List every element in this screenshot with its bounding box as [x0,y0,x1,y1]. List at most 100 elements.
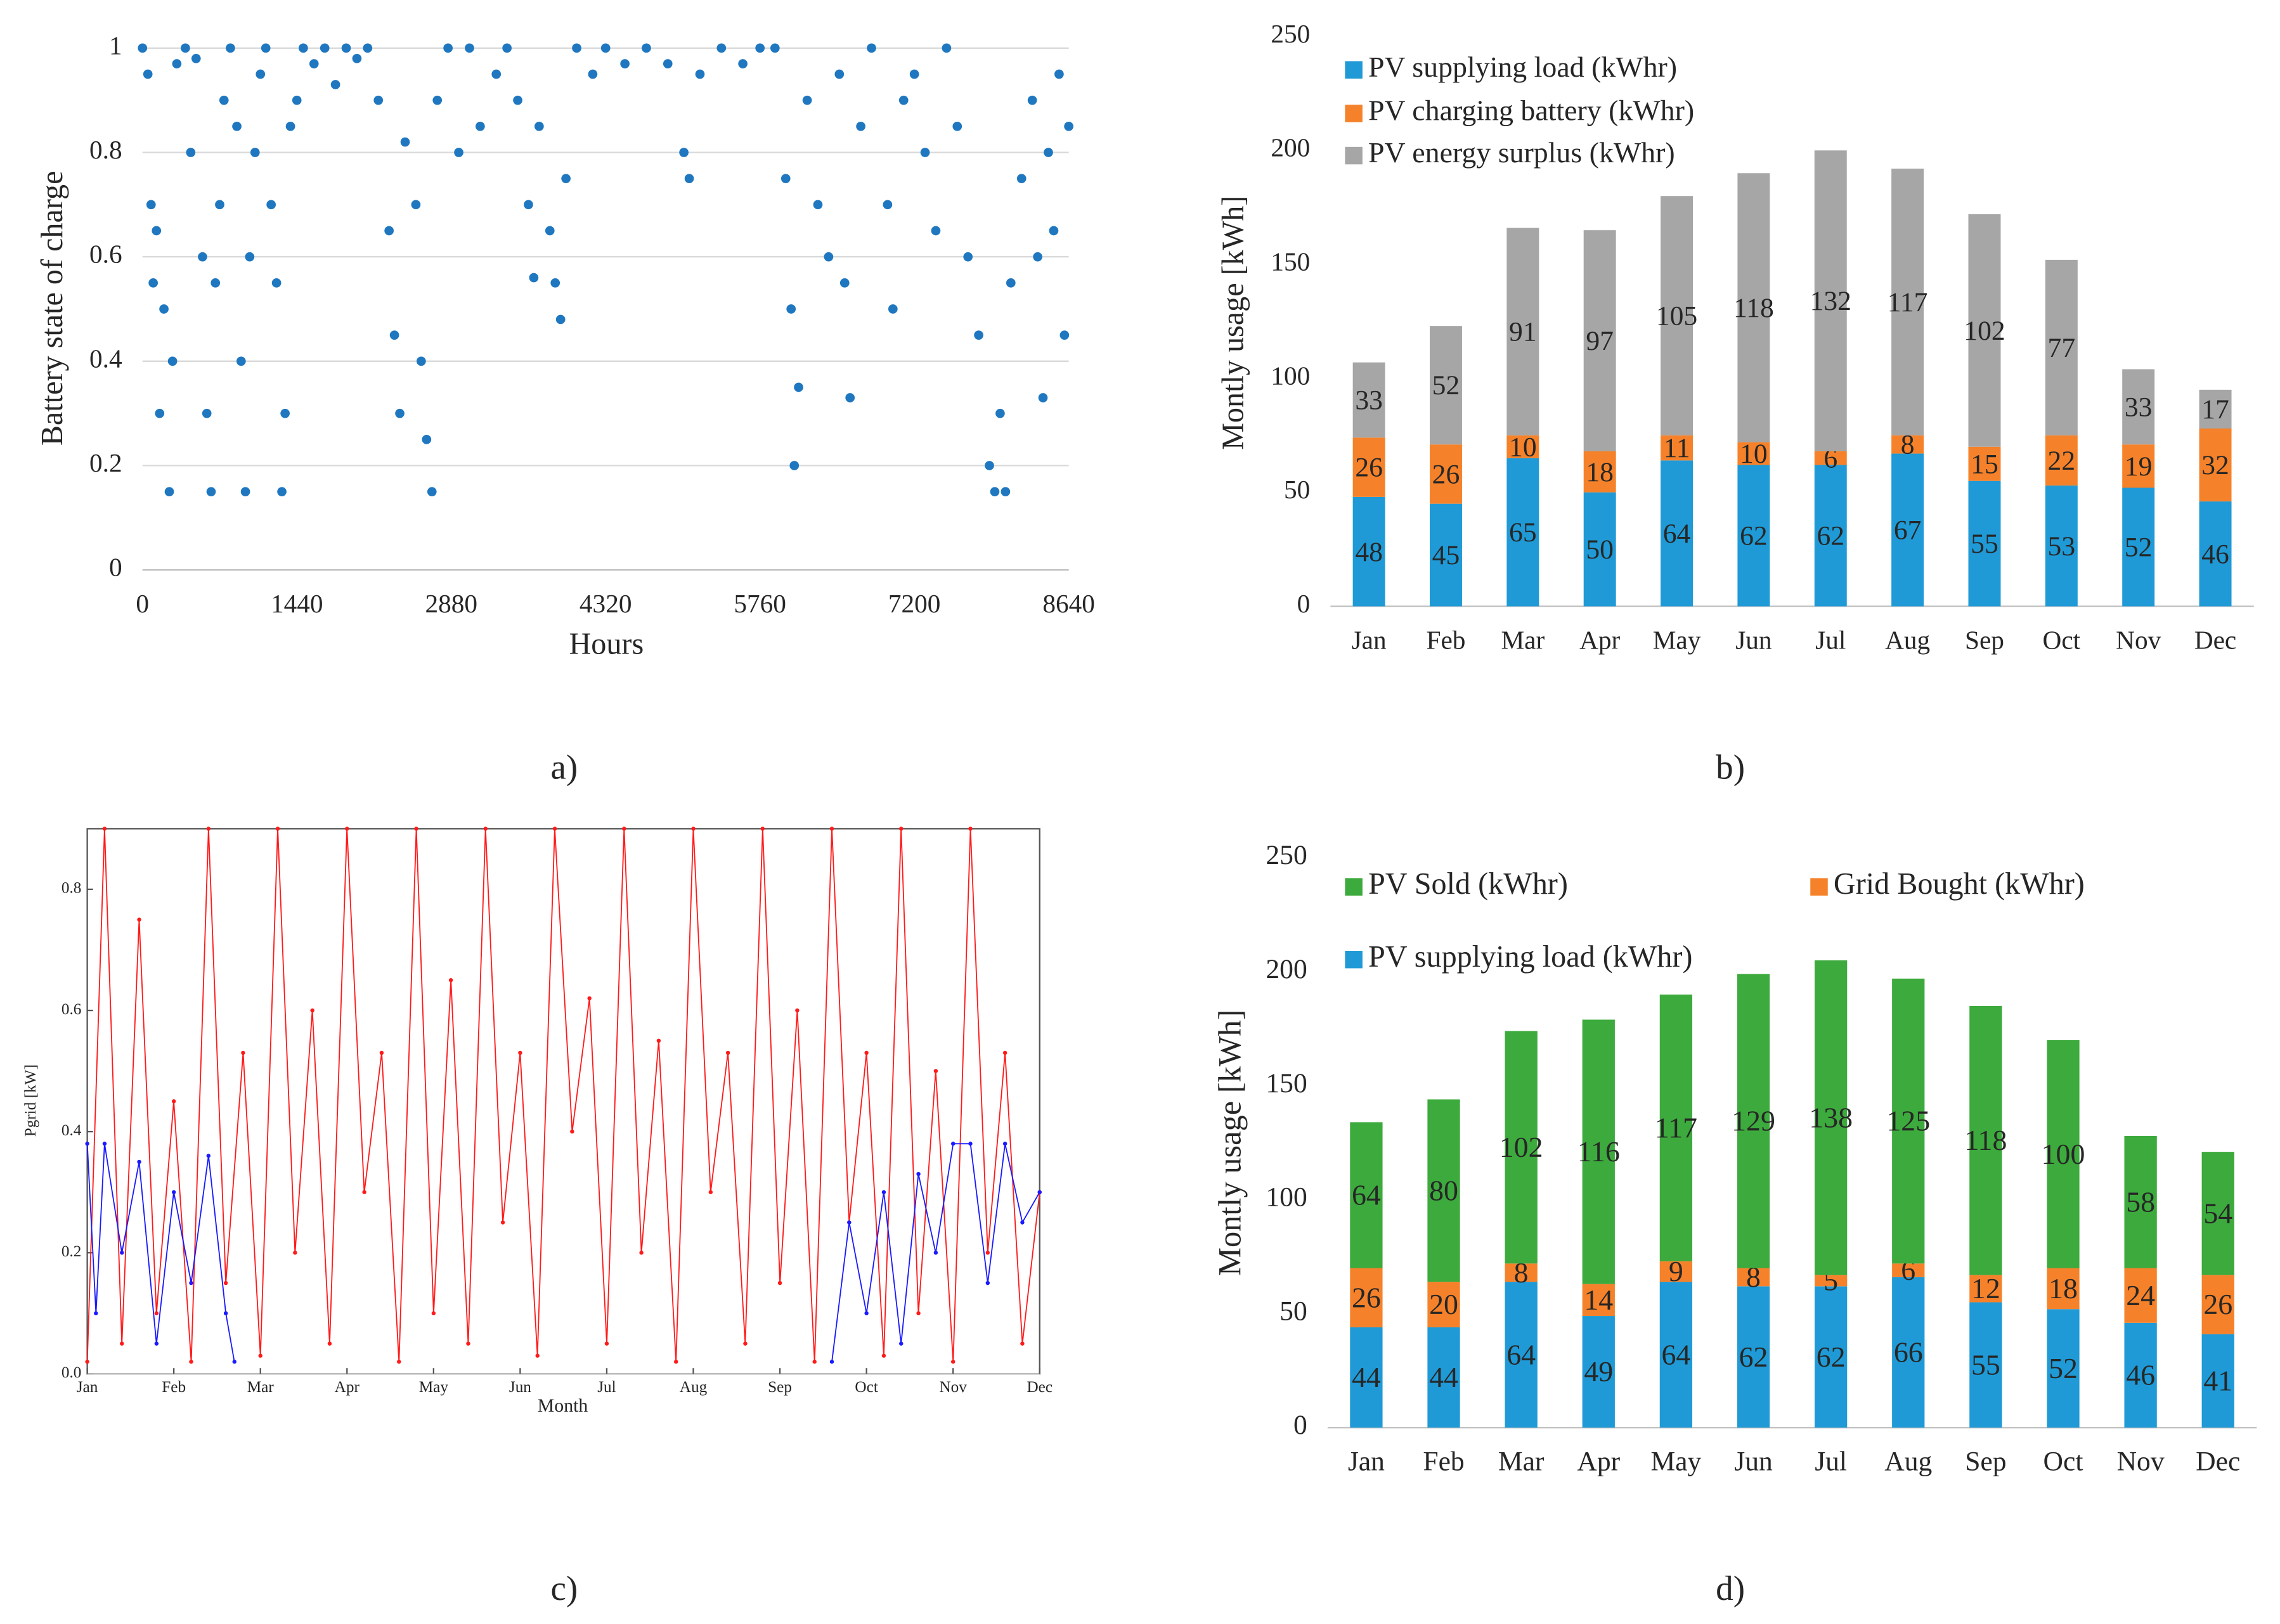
bar-segment [1352,362,1385,438]
data-point [432,95,443,105]
bar-segment [1352,437,1385,497]
data-label: 14 [1584,1284,1613,1316]
data-point [883,200,893,210]
data-point [341,43,351,53]
data-point [1033,252,1042,262]
bar-segment [1427,1327,1460,1428]
bar-segment [1737,1286,1770,1428]
bar-segment [1350,1122,1383,1268]
bar-segment [2199,429,2232,502]
data-point [755,43,765,53]
data-point [812,1360,817,1364]
data-point [164,487,174,496]
data-label: 53 [2048,531,2076,562]
data-label: 8 [1901,430,1915,460]
data-point [171,1190,176,1194]
x-tick-label: Apr [335,1379,360,1396]
data-label: 66 [1894,1336,1923,1369]
data-point [1054,69,1064,79]
bar-segment [1506,458,1539,607]
data-point [656,1038,661,1043]
data-point [502,43,512,53]
data-point [725,1050,730,1055]
data-point [172,59,182,68]
data-point [137,917,141,922]
data-point [206,1154,211,1158]
x-tick-label: Dec [2196,1447,2240,1477]
data-label: 26 [1352,1281,1381,1313]
y-tick-label: 1 [109,30,122,60]
bar-segment [1505,1263,1538,1282]
data-label: 132 [1810,286,1851,316]
bar-segment [1814,451,1847,465]
data-point [534,121,544,131]
data-label: 52 [1432,370,1460,401]
bar-segment [1350,1327,1383,1428]
data-point [795,1008,800,1013]
bar-segment [1583,451,1616,493]
data-point [310,1008,314,1013]
data-point [1002,1050,1007,1055]
bar-segment [2122,444,2155,488]
bar-segment [1891,453,1924,607]
x-tick-label: 5760 [734,589,786,618]
data-point [898,95,909,105]
bar-segment [1737,1268,1770,1287]
data-point [916,1171,921,1176]
data-point [570,1129,574,1134]
data-point [189,1280,193,1286]
data-point [181,43,190,53]
bar-segment [1968,480,2001,607]
data-point [280,408,290,418]
bar-segment [1505,1282,1538,1428]
data-point [241,1050,245,1055]
data-point [931,226,941,236]
data-point [920,148,930,157]
data-point [275,827,280,831]
y-tick-label: 0.6 [62,1001,82,1018]
bar-segment [2124,1135,2157,1268]
x-tick-label: 8640 [1042,589,1095,618]
bar-segment [1505,1031,1538,1264]
data-point [443,43,453,53]
bar-segment [2122,487,2155,607]
x-tick-label: Jun [1734,1447,1773,1477]
data-point [864,1050,869,1055]
y-tick-label: 50 [1284,475,1310,504]
legend-swatch [1345,105,1363,122]
y-tick-label: 0.8 [89,135,122,164]
data-point [813,200,823,210]
y-axis-label: Montly usage [kWh] [1216,196,1250,450]
data-point [277,487,287,496]
data-label: 105 [1656,301,1697,332]
data-point [330,80,340,89]
data-point [743,1341,748,1346]
bar-segment [1892,978,1925,1264]
data-point [933,1251,938,1255]
data-point [952,121,962,131]
bar-segment [1582,1284,1615,1317]
data-label: 18 [2049,1272,2078,1305]
bar-segment [1969,1302,2002,1428]
data-point [256,69,266,79]
x-tick-label: Mar [1498,1447,1545,1477]
bar-segment [1583,230,1616,451]
data-point [215,200,224,210]
bar-segment [1429,503,1462,607]
data-point [933,1069,938,1073]
legend-swatch [1345,146,1363,165]
data-point [770,43,780,53]
bar-segment [1892,1277,1925,1428]
data-point [561,174,571,184]
data-point [985,461,994,470]
data-label: 118 [1964,1124,2007,1156]
data-point [552,827,557,831]
data-label: 41 [2203,1365,2232,1397]
y-axis-label: Pgrid [kW] [22,1064,39,1137]
data-point [789,461,800,470]
data-point [465,43,474,53]
bar-segment [1427,1099,1460,1282]
y-tick-label: 100 [1266,1182,1307,1213]
bar-segment [1814,465,1847,607]
data-point [985,1251,990,1255]
